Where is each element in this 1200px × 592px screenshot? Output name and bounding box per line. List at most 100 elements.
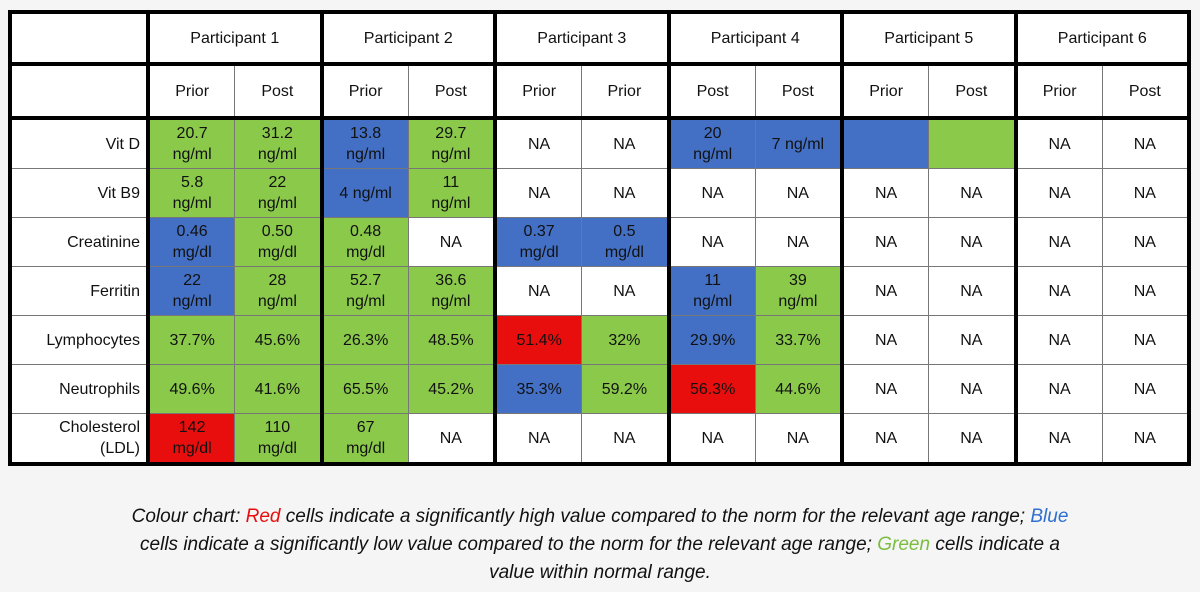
colour-chart-caption: Colour chart: Red cells indicate a signi…: [0, 503, 1200, 587]
value-cell: NA: [928, 168, 1018, 218]
value-cell: NA: [754, 413, 844, 465]
value-cell: NA: [1015, 364, 1103, 414]
value-cell: 33.7%: [754, 315, 844, 365]
value-cell: NA: [407, 217, 497, 267]
caption-text: Colour chart:: [131, 506, 246, 527]
value-cell: NA: [1015, 217, 1103, 267]
corner-cell: [9, 11, 150, 66]
value-cell: 44.6%: [754, 364, 844, 414]
value-cell: 48.5%: [407, 315, 497, 365]
participant-header: Participant 3: [494, 11, 671, 66]
value-cell: 0.46 mg/dl: [147, 217, 236, 267]
timepoint-header: Post: [407, 63, 497, 120]
value-cell: 36.6 ng/ml: [407, 266, 497, 316]
value-cell: NA: [754, 168, 844, 218]
value-cell: NA: [754, 217, 844, 267]
timepoint-header: Post: [234, 63, 324, 120]
timepoint-header: Prior: [841, 63, 930, 120]
value-cell: NA: [494, 266, 583, 316]
table-row: Creatinine 0.46 mg/dl 0.50 mg/dl 0.48 mg/dl…: [9, 217, 1191, 267]
participant-header: Participant 6: [1015, 11, 1191, 66]
table-row: Cholesterol (LDL) 142 mg/dl 110 mg/dl 67 mg…: [9, 413, 1191, 465]
timepoint-header: Post: [754, 63, 844, 120]
value-cell: NA: [928, 217, 1018, 267]
value-cell: 41.6%: [234, 364, 324, 414]
value-cell: 32%: [581, 315, 671, 365]
value-cell: 20 ng/ml: [668, 117, 756, 169]
value-cell: NA: [928, 413, 1018, 465]
value-cell: 67 mg/dl: [321, 413, 409, 465]
value-cell: NA: [841, 364, 930, 414]
value-cell: 0.37 mg/dl: [494, 217, 583, 267]
value-cell: NA: [928, 315, 1018, 365]
value-cell: 31.2 ng/ml: [234, 117, 324, 169]
value-cell: NA: [841, 168, 930, 218]
value-cell: NA: [928, 266, 1018, 316]
value-cell: 45.2%: [407, 364, 497, 414]
caption-text: cells indicate a value within normal ran…: [489, 534, 1060, 583]
value-cell: NA: [928, 364, 1018, 414]
value-cell: NA: [1101, 168, 1191, 218]
value-cell: NA: [1101, 364, 1191, 414]
row-label: Neutrophils: [9, 364, 150, 414]
value-cell: 26.3%: [321, 315, 409, 365]
timepoint-header: Post: [1101, 63, 1191, 120]
value-cell: 4 ng/ml: [321, 168, 409, 218]
value-cell: NA: [1015, 168, 1103, 218]
value-cell: NA: [1015, 413, 1103, 465]
value-cell: [928, 117, 1018, 169]
timepoint-header: Prior: [147, 63, 236, 120]
value-cell: NA: [581, 117, 671, 169]
row-label: Lymphocytes: [9, 315, 150, 365]
value-cell: NA: [841, 315, 930, 365]
value-cell: 11 ng/ml: [668, 266, 756, 316]
value-cell: NA: [581, 168, 671, 218]
participant-header: Participant 4: [668, 11, 844, 66]
timepoint-header: Prior: [494, 63, 583, 120]
value-cell: 29.7 ng/ml: [407, 117, 497, 169]
value-cell: 13.8 ng/ml: [321, 117, 409, 169]
corner-cell: [9, 63, 150, 120]
value-cell: 20.7 ng/ml: [147, 117, 236, 169]
value-cell: 22 ng/ml: [147, 266, 236, 316]
caption-red-word: Red: [245, 506, 281, 527]
value-cell: NA: [407, 413, 497, 465]
value-cell: 56.3%: [668, 364, 756, 414]
value-cell: NA: [1101, 266, 1191, 316]
value-cell: 49.6%: [147, 364, 236, 414]
table-row: Vit B9 5.8 ng/ml 22 ng/ml 4 ng/ml 11 ng/ml NA…: [9, 168, 1191, 218]
participant-header: Participant 2: [321, 11, 497, 66]
value-cell: 28 ng/ml: [234, 266, 324, 316]
value-cell: NA: [841, 266, 930, 316]
value-cell: NA: [494, 117, 583, 169]
value-cell: NA: [1101, 217, 1191, 267]
value-cell: 11 ng/ml: [407, 168, 497, 218]
value-cell: NA: [1101, 315, 1191, 365]
table-row: Vit D 20.7 ng/ml 31.2 ng/ml 13.8 ng/ml 29.7 …: [9, 117, 1191, 169]
value-cell: 22 ng/ml: [234, 168, 324, 218]
value-cell: NA: [668, 413, 756, 465]
caption-green-word: Green: [877, 534, 931, 555]
value-cell: NA: [668, 217, 756, 267]
value-cell: NA: [494, 413, 583, 465]
row-label: Vit B9: [9, 168, 150, 218]
value-cell: 35.3%: [494, 364, 583, 414]
caption-blue-word: Blue: [1030, 506, 1069, 527]
value-cell: NA: [1015, 266, 1103, 316]
value-cell: 0.50 mg/dl: [234, 217, 324, 267]
value-cell: 7 ng/ml: [754, 117, 844, 169]
row-label: Ferritin: [9, 266, 150, 316]
participant-header: Participant 5: [841, 11, 1018, 66]
participant-header: Participant 1: [147, 11, 324, 66]
value-cell: 39 ng/ml: [754, 266, 844, 316]
value-cell: NA: [581, 413, 671, 465]
value-cell: NA: [841, 413, 930, 465]
value-cell: 37.7%: [147, 315, 236, 365]
value-cell: 5.8 ng/ml: [147, 168, 236, 218]
timepoint-header: Prior: [581, 63, 671, 120]
value-cell: NA: [1015, 315, 1103, 365]
timepoint-header: Prior: [321, 63, 409, 120]
timepoint-header: Post: [668, 63, 756, 120]
value-cell: 0.48 mg/dl: [321, 217, 409, 267]
